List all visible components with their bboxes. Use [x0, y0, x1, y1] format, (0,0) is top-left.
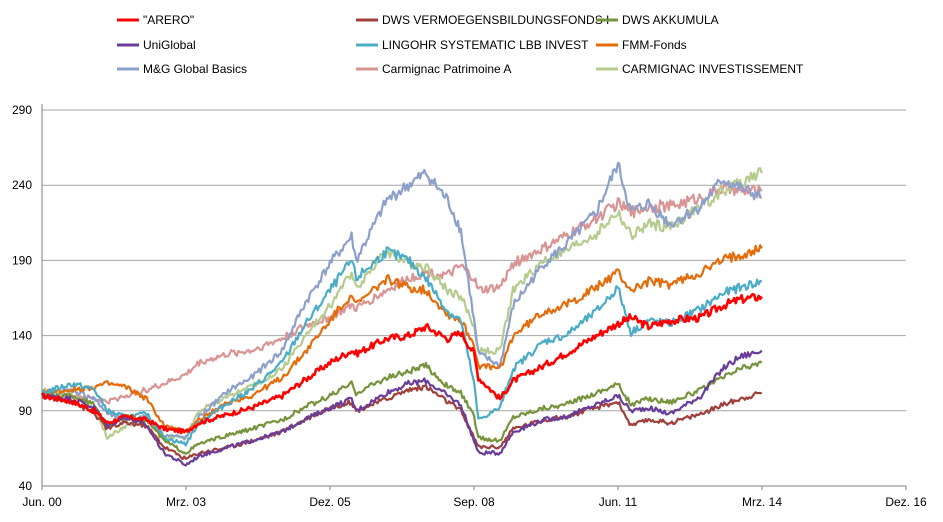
series-line — [41, 161, 763, 441]
x-tick-label: Jun. 11 — [599, 495, 638, 509]
y-tick-label: 90 — [19, 404, 33, 418]
x-tick-label: Dez. 05 — [309, 495, 351, 509]
legend-label: DWS AKKUMULA — [622, 13, 719, 27]
y-tick-label: 190 — [12, 253, 32, 267]
series-line — [40, 244, 763, 434]
x-tick-label: Mrz. 14 — [742, 495, 782, 509]
axes: 40 90 140 190 240 290 Jun. 00 Mrz. 03 Dez. 05 Sep… — [12, 103, 927, 509]
series-line — [41, 292, 763, 435]
legend-label: UniGlobal — [143, 38, 196, 52]
legend-label: "ARERO" — [143, 13, 194, 27]
y-tick-label: 40 — [19, 479, 33, 493]
series-line — [41, 349, 763, 467]
legend-label: DWS VERMOEGENSBILDUNGSFONDS I — [382, 13, 609, 27]
x-tick-label: Mrz. 03 — [166, 495, 206, 509]
legend-label: Carmignac Patrimoine A — [382, 62, 511, 76]
y-tick-label: 240 — [12, 178, 32, 192]
gridlines — [42, 109, 906, 412]
x-tick-label: Dez. 16 — [885, 495, 927, 509]
x-tick-label: Sep. 08 — [453, 495, 495, 509]
legend-label: FMM-Fonds — [622, 38, 687, 52]
y-tick-label: 290 — [12, 103, 32, 117]
x-tick-label: Jun. 00 — [22, 495, 62, 509]
legend: "ARERO" UniGlobal M&G Global Basics DWS VER… — [117, 13, 804, 76]
series-line — [41, 182, 763, 405]
series-line — [41, 360, 763, 455]
legend-label: CARMIGNAC INVESTISSEMENT — [622, 62, 804, 76]
series-line — [40, 384, 763, 461]
legend-label: M&G Global Basics — [143, 62, 247, 76]
series-layer — [40, 161, 763, 467]
legend-label: LINGOHR SYSTEMATIC LBB INVEST — [382, 38, 589, 52]
y-tick-label: 140 — [12, 329, 32, 343]
